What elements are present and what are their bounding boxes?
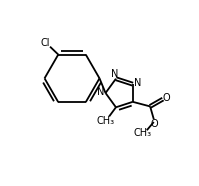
- Text: CH₃: CH₃: [134, 128, 152, 138]
- Text: O: O: [162, 93, 170, 103]
- Text: O: O: [150, 119, 158, 129]
- Text: N: N: [97, 87, 104, 97]
- Text: N: N: [111, 69, 119, 78]
- Text: N: N: [134, 78, 141, 88]
- Text: Cl: Cl: [41, 38, 50, 48]
- Text: CH₃: CH₃: [97, 116, 115, 126]
